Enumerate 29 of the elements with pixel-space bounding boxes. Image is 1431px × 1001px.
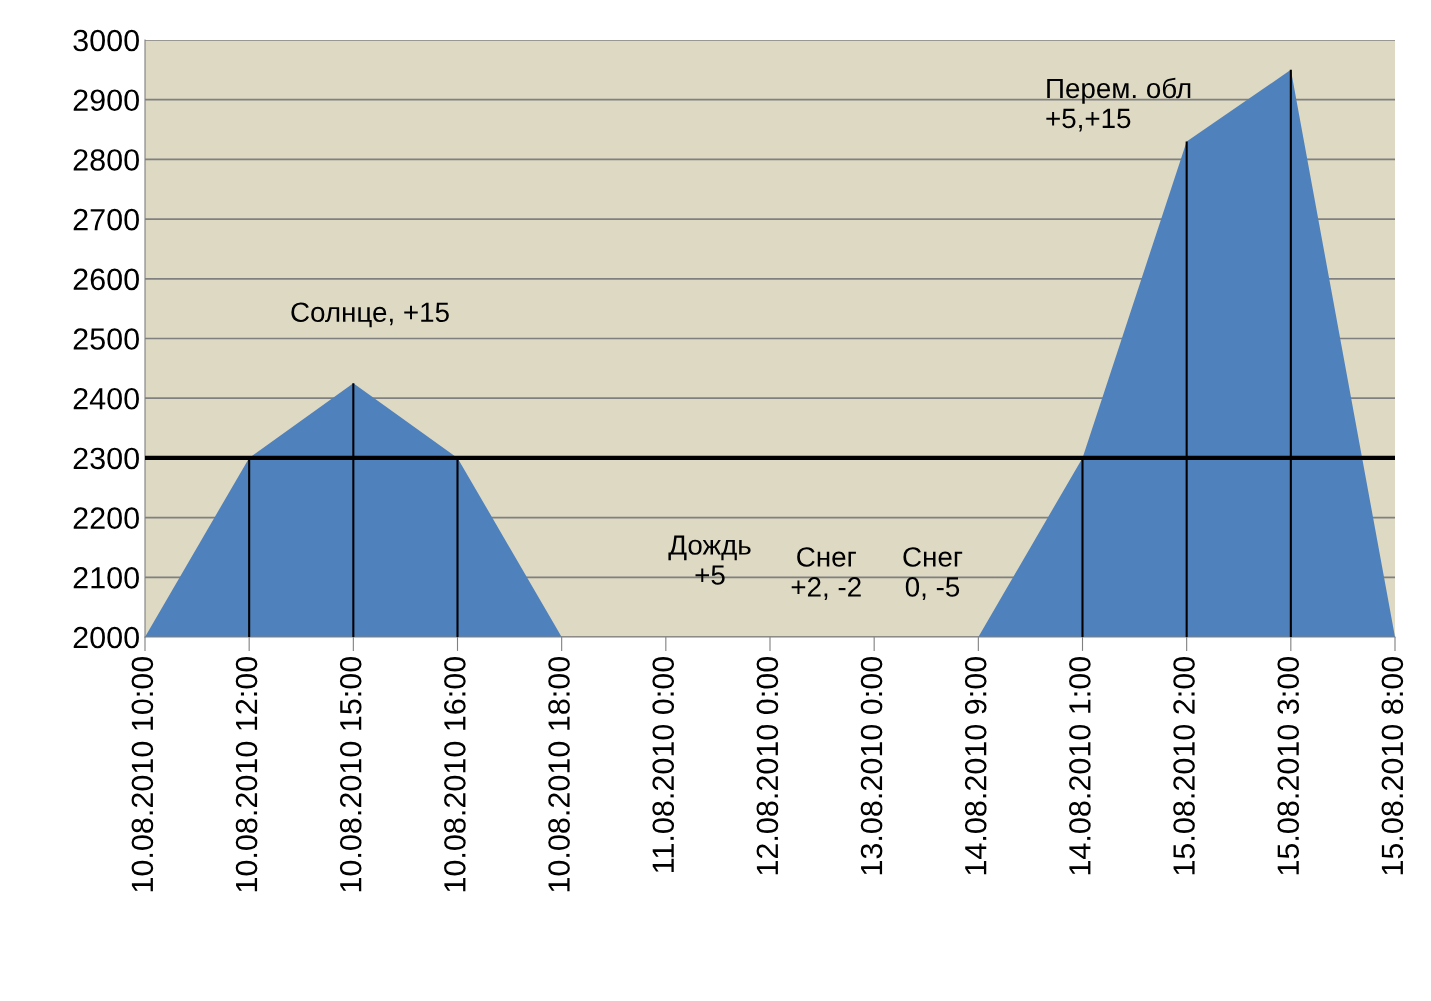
x-tick-label: 10.08.2010 16:00 bbox=[444, 656, 466, 892]
x-tick-label: 13.08.2010 0:00 bbox=[860, 656, 883, 875]
x-tick-label: 10.08.2010 18:00 bbox=[548, 656, 570, 892]
annotation: Перем. обл +5,+15 bbox=[1046, 77, 1191, 132]
x-tick-label: 15.08.2010 3:00 bbox=[1277, 656, 1300, 875]
y-tick-label: 2400 bbox=[73, 387, 139, 410]
x-tick-label: 10.08.2010 12:00 bbox=[235, 656, 258, 892]
y-tick-label: 2600 bbox=[73, 268, 139, 291]
y-tick-label: 2500 bbox=[73, 328, 139, 350]
y-tick-label: 2300 bbox=[73, 447, 139, 470]
y-tick-label: 2100 bbox=[73, 567, 139, 589]
annotation: Снег +2, -2 bbox=[791, 547, 861, 601]
x-tick-label: 12.08.2010 0:00 bbox=[756, 656, 779, 875]
annotation: Солнце, +15 bbox=[291, 302, 449, 328]
annotation: Дождь +5 bbox=[668, 535, 751, 585]
y-tick-label: 2000 bbox=[73, 626, 139, 649]
x-tick-label: 14.08.2010 9:00 bbox=[964, 656, 987, 875]
x-tick-label: 11.08.2010 0:00 bbox=[652, 656, 675, 873]
x-tick-label: 14.08.2010 1:00 bbox=[1069, 656, 1091, 875]
y-tick-label: 3000 bbox=[73, 29, 139, 52]
y-tick-label: 2200 bbox=[73, 507, 139, 529]
x-tick-label: 15.08.2010 8:00 bbox=[1381, 656, 1404, 875]
x-tick-label: 15.08.2010 2:00 bbox=[1173, 656, 1195, 875]
y-tick-label: 2800 bbox=[73, 149, 139, 171]
y-tick-label: 2700 bbox=[73, 208, 139, 231]
annotation: Снег 0, -5 bbox=[903, 547, 963, 601]
x-tick-label: 10.08.2010 10:00 bbox=[131, 656, 154, 892]
y-tick-label: 2900 bbox=[73, 89, 139, 112]
x-tick-label: 10.08.2010 15:00 bbox=[339, 656, 362, 892]
